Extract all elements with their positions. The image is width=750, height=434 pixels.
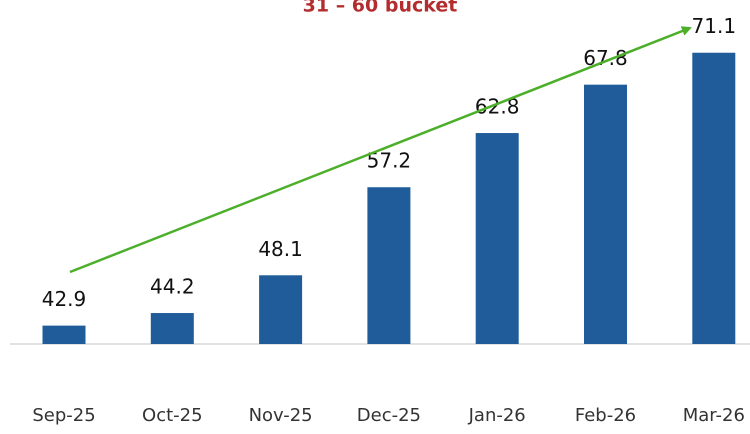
bar xyxy=(42,325,86,344)
bar xyxy=(150,313,194,344)
x-tick-label: Dec-25 xyxy=(357,405,421,426)
bar xyxy=(692,52,736,345)
bar xyxy=(475,133,519,344)
x-tick-label: Sep-25 xyxy=(32,405,95,426)
data-label: 71.1 xyxy=(692,14,737,38)
plot: 42.9Sep-2544.2Oct-2548.1Nov-2557.2Dec-25… xyxy=(32,14,745,426)
x-tick-label: Nov-25 xyxy=(249,405,313,426)
data-label: 42.9 xyxy=(42,287,87,311)
x-tick-label: Jan-26 xyxy=(468,405,526,426)
data-label: 44.2 xyxy=(150,275,195,299)
bar xyxy=(259,275,303,344)
x-tick-label: Mar-26 xyxy=(683,405,745,426)
x-tick-label: Oct-25 xyxy=(142,405,203,426)
chart-title: 31 – 60 bucket xyxy=(303,0,458,17)
bar xyxy=(584,84,627,344)
data-label: 48.1 xyxy=(258,237,303,261)
x-tick-label: Feb-26 xyxy=(575,405,636,426)
trend-arrow xyxy=(69,26,692,274)
bar xyxy=(367,187,411,344)
